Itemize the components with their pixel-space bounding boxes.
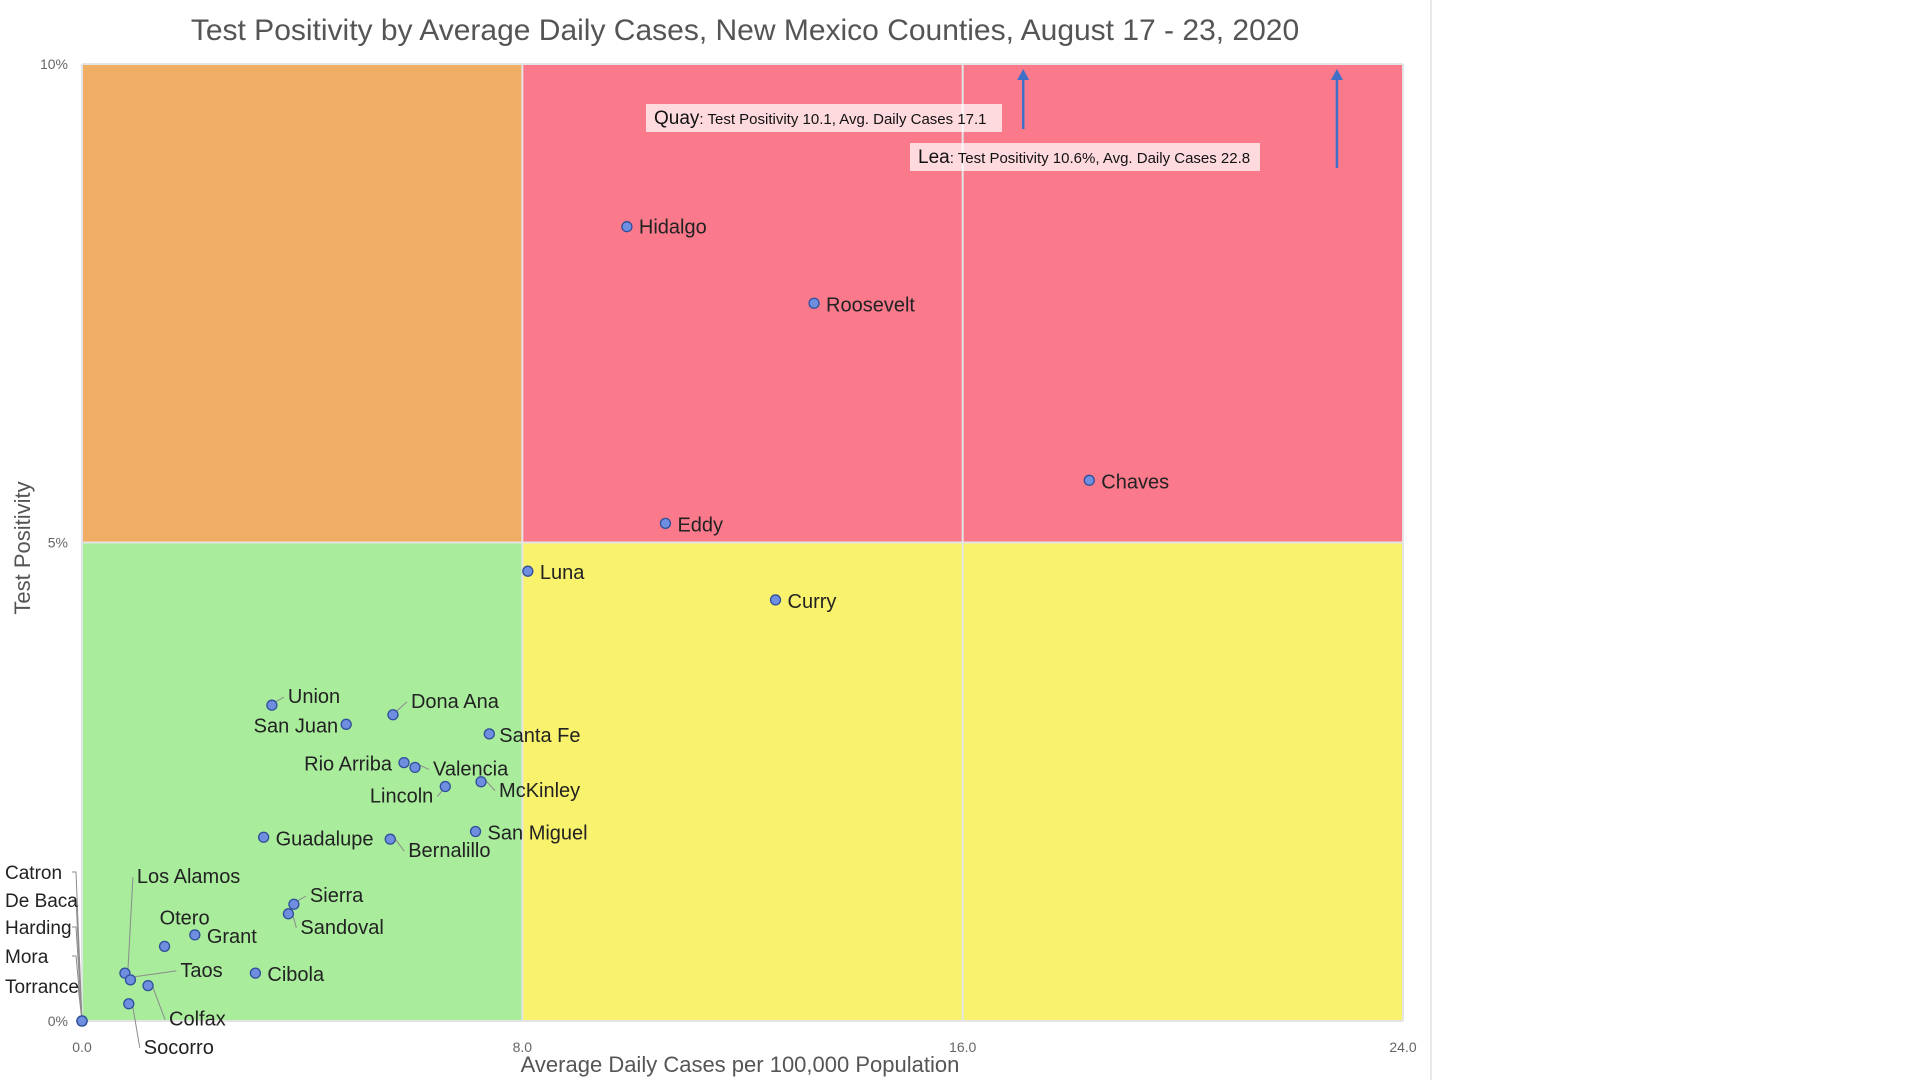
offscale-annotations: Quay: Test Positivity 10.1, Avg. Daily C… xyxy=(646,69,1343,171)
leader-line xyxy=(127,877,134,971)
point-label-san-miguel: San Miguel xyxy=(488,823,588,845)
data-point-rio-arriba xyxy=(398,756,410,769)
leader-line xyxy=(133,970,177,978)
point-label-dona-ana: Dona Ana xyxy=(411,691,500,713)
data-point-santa-fe xyxy=(483,728,495,740)
point-label-guadalupe: Guadalupe xyxy=(276,828,374,850)
data-point-grant xyxy=(189,929,201,941)
right-margin-divider xyxy=(1430,0,1432,1080)
data-point-dona-ana xyxy=(387,709,399,721)
y-tick-label: 5% xyxy=(48,535,68,551)
data-point-san-juan xyxy=(340,718,352,730)
point-label-roosevelt: Roosevelt xyxy=(826,294,915,316)
point-label-grant: Grant xyxy=(207,926,257,948)
leader-line xyxy=(72,926,83,1022)
x-tick-label: 0.0 xyxy=(72,1039,92,1055)
data-point-union xyxy=(266,699,278,711)
x-tick-label: 16.0 xyxy=(949,1039,976,1055)
data-point-guadalupe xyxy=(257,831,270,843)
y-axis-ticks: 0% 5% 10% xyxy=(40,56,68,1029)
point-label-colfax: Colfax xyxy=(169,1009,226,1031)
point-label-taos: Taos xyxy=(180,960,222,982)
point-label-sandoval: Sandoval xyxy=(300,917,383,939)
point-label-san-juan: San Juan xyxy=(254,715,339,737)
data-point-eddy xyxy=(659,517,672,530)
data-point-san-miguel xyxy=(469,825,482,838)
point-label-mora: Mora xyxy=(5,947,49,968)
gridlines xyxy=(81,63,1404,1022)
y-axis-label: Test Positivity xyxy=(10,481,35,614)
data-point-sierra xyxy=(288,898,300,910)
point-label-catron: Catron xyxy=(5,863,62,884)
leader-line xyxy=(274,696,285,703)
point-label-sierra: Sierra xyxy=(310,885,364,907)
chart-title: Test Positivity by Average Daily Cases, … xyxy=(191,14,1299,47)
quadrant-upper-left xyxy=(82,64,523,543)
data-point-socorro xyxy=(123,998,135,1010)
point-label-santa-fe: Santa Fe xyxy=(499,725,580,747)
x-tick-label: 24.0 xyxy=(1389,1039,1416,1055)
data-point-valencia xyxy=(409,761,421,774)
point-label-harding: Harding xyxy=(5,918,72,939)
y-tick-label: 0% xyxy=(48,1013,68,1029)
data-points xyxy=(76,221,1095,1027)
point-label-los-alamos: Los Alamos xyxy=(137,866,240,888)
point-label-lincoln: Lincoln xyxy=(370,786,433,808)
point-label-de-baca: De Baca xyxy=(5,891,78,912)
point-label-curry: Curry xyxy=(788,591,837,613)
annotation-lea: Lea: Test Positivity 10.6%, Avg. Daily C… xyxy=(918,147,1250,168)
point-label-cibola: Cibola xyxy=(267,964,325,986)
annotation-quay: Quay: Test Positivity 10.1, Avg. Daily C… xyxy=(654,108,987,129)
point-label-valencia: Valencia xyxy=(433,758,509,780)
quadrant-lower-left xyxy=(82,542,523,1021)
point-label-rio-arriba: Rio Arriba xyxy=(304,754,393,776)
annotation-box-lea xyxy=(910,143,1260,171)
annotation-arrowhead-lea xyxy=(1330,69,1343,80)
data-point-sandoval xyxy=(282,908,295,920)
x-axis-ticks: 0.0 8.0 16.0 24.0 xyxy=(72,1039,1417,1055)
point-label-socorro: Socorro xyxy=(144,1037,214,1059)
y-tick-label: 10% xyxy=(40,56,68,72)
data-point-curry xyxy=(769,594,782,606)
data-point-torrance xyxy=(76,1015,88,1027)
point-label-eddy: Eddy xyxy=(677,514,723,536)
data-point-cibola xyxy=(249,967,262,979)
data-point-luna xyxy=(522,565,534,577)
data-point-chaves xyxy=(1083,474,1095,486)
leader-line xyxy=(150,982,166,1020)
point-label-hidalgo: Hidalgo xyxy=(639,217,707,239)
data-point-lincoln xyxy=(439,780,451,793)
annotation-box-quay xyxy=(646,104,1002,132)
data-point-bernalillo xyxy=(384,833,396,845)
leader-line xyxy=(296,895,307,902)
point-label-mckinley: McKinley xyxy=(499,780,580,802)
leader-line xyxy=(131,1000,141,1048)
point-label-torrance: Torrance xyxy=(5,977,79,998)
data-point-mckinley xyxy=(475,776,487,788)
x-tick-label: 8.0 xyxy=(513,1039,533,1055)
x-axis-label: Average Daily Cases per 100,000 Populati… xyxy=(521,1052,960,1077)
annotation-arrowhead-quay xyxy=(1017,69,1030,80)
data-point-colfax xyxy=(142,979,154,992)
point-labels: Hidalgo Roosevelt Chaves Eddy Luna Curry Union… xyxy=(5,217,1169,1059)
point-label-bernalillo: Bernalillo xyxy=(408,840,490,862)
leader-line xyxy=(395,701,408,713)
data-point-otero xyxy=(158,940,171,953)
data-point-hidalgo xyxy=(621,221,633,233)
point-label-luna: Luna xyxy=(540,562,585,584)
data-point-taos xyxy=(124,974,137,986)
point-label-union: Union xyxy=(288,686,340,708)
data-point-roosevelt xyxy=(808,297,820,309)
point-label-chaves: Chaves xyxy=(1101,471,1169,493)
leader-line xyxy=(77,985,83,1022)
leader-line xyxy=(72,899,83,1022)
point-label-otero: Otero xyxy=(160,907,210,929)
